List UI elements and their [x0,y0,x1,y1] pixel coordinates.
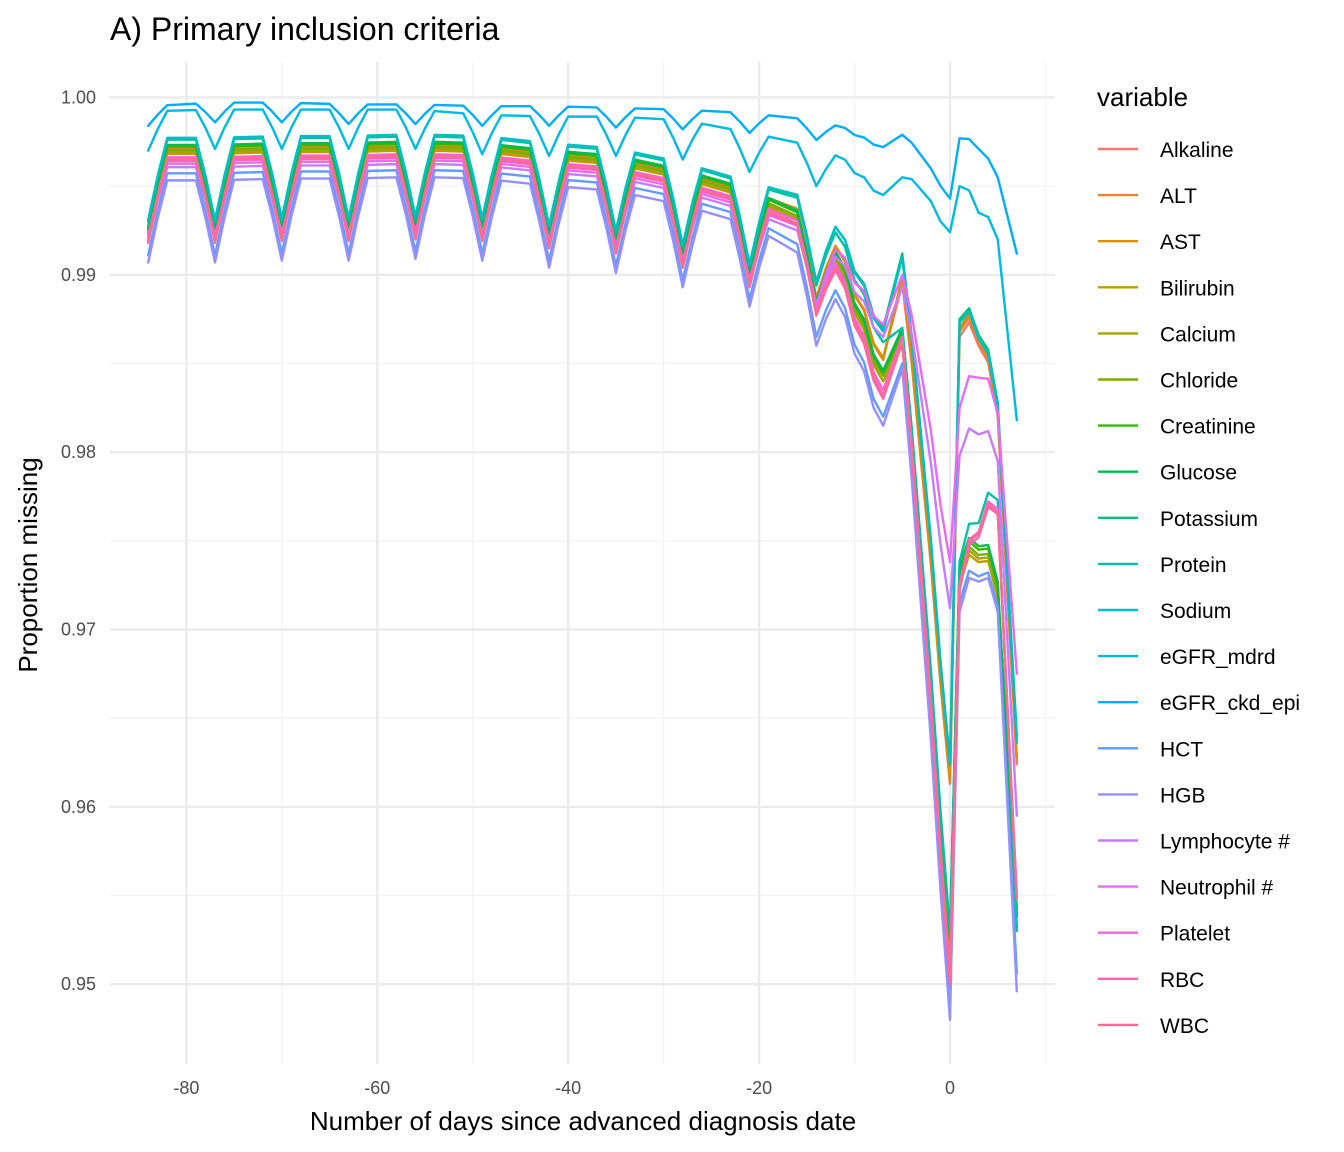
legend-label: Alkaline [1160,139,1234,162]
legend-label: Potassium [1160,508,1258,531]
legend-label: Calcium [1160,323,1236,346]
x-tick-label: 0 [945,1078,955,1098]
legend-label: eGFR_mdrd [1160,646,1276,669]
legend-label: Chloride [1160,370,1238,393]
series-line [146,169,1019,1004]
legend-label: HGB [1160,784,1206,807]
legend-label: Protein [1160,554,1227,577]
legend-label: eGFR_ckd_epi [1160,692,1300,715]
series-line [146,153,1019,977]
series-line [146,156,1019,986]
series-line [146,135,1019,933]
chart-title: A) Primary inclusion criteria [110,11,500,47]
series-line [146,149,1019,950]
legend-label: Platelet [1160,923,1230,946]
x-tick-label: -40 [555,1078,581,1098]
x-axis-title: Number of days since advanced diagnosis … [310,1106,856,1136]
y-axis-title: Proportion missing [13,457,43,672]
series-line [146,101,1019,255]
legend-label: Creatinine [1160,416,1256,439]
y-tick-label: 0.99 [61,265,96,285]
legend-label: AST [1160,231,1201,254]
y-tick-label: 1.00 [61,87,96,107]
series-line [146,108,1019,422]
series-line [146,147,1019,945]
x-tick-label: -60 [364,1078,390,1098]
legend-items: Alkaline ALT AST Bilirubin Calcium Chloride Cr… [1098,139,1300,1038]
legend-label: RBC [1160,969,1204,992]
x-tick-label: -20 [746,1078,772,1098]
legend-label: Lymphocyte # [1160,831,1290,854]
series-line [146,145,1019,943]
series-line [146,140,1019,936]
x-tick-label: -80 [173,1078,199,1098]
x-axis-ticks: -80 -60 -40 -20 0 [173,1078,955,1098]
legend-label: ALT [1160,185,1197,208]
grid-major [110,62,1055,1064]
grid-minor [110,62,1055,1064]
legend-label: Neutrophil # [1160,877,1274,900]
y-axis-ticks: 0.95 0.96 0.97 0.98 0.99 1.00 [61,87,96,994]
legend-label: WBC [1160,1015,1209,1038]
legend-label: HCT [1160,738,1203,761]
legend-title: variable [1097,82,1188,112]
legend: variable Alkaline ALT AST Bilirubin Calcium C… [1097,82,1300,1038]
y-tick-label: 0.96 [61,797,96,817]
series-line [146,154,1019,982]
y-tick-label: 0.95 [61,974,96,994]
y-tick-label: 0.97 [61,620,96,640]
series-line [146,176,1019,1021]
legend-label: Sodium [1160,600,1231,623]
y-tick-label: 0.98 [61,442,96,462]
legend-label: Bilirubin [1160,277,1235,300]
series-layer [146,101,1019,1021]
legend-label: Glucose [1160,462,1237,485]
